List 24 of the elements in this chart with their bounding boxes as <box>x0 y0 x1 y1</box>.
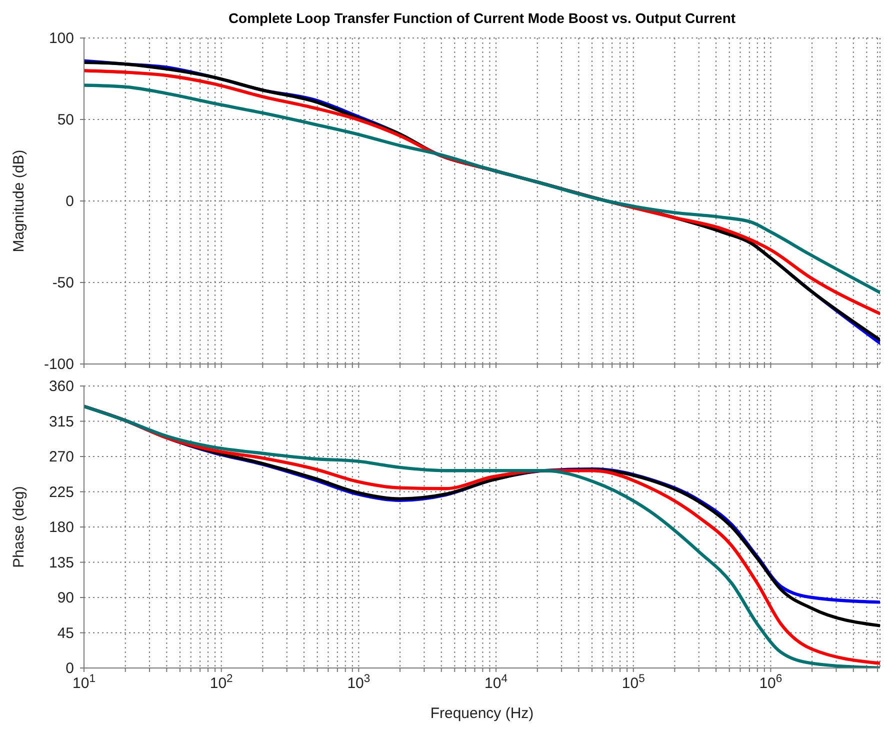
y-axis-title: Magnitude (dB) <box>10 150 28 252</box>
x-tick-label: 10$^{2}$ <box>210 673 233 692</box>
y-tick-label: -100 <box>44 356 74 373</box>
y-tick-label: 90 <box>57 590 74 606</box>
x-tick-label: 10$^{5}$ <box>622 673 645 692</box>
y-tick-label: 225 <box>48 484 74 501</box>
y-tick-label: 45 <box>57 624 74 642</box>
y-tick-label: 135 <box>48 554 74 572</box>
y-tick-label: -50 <box>52 274 74 292</box>
y-tick-label: 180 <box>48 519 74 536</box>
y-tick-label: 100 <box>48 30 74 47</box>
x-tick-label: 10$^{1}$ <box>72 673 96 692</box>
x-axis-title: Frequency (Hz) <box>430 705 534 722</box>
y-tick-label: 270 <box>48 448 74 466</box>
y-axis-title: Phase (deg) <box>10 486 28 568</box>
y-tick-label: 0 <box>66 193 74 210</box>
x-tick-label: 10$^{3}$ <box>347 673 370 692</box>
chart-title: Complete Loop Transfer Function of Current Mode Boost vs. Output Current <box>227 10 737 26</box>
x-tick-label: 10$^{4}$ <box>484 673 508 692</box>
y-tick-label: 360 <box>48 378 74 395</box>
y-tick-label: 50 <box>57 112 74 128</box>
y-tick-label: 0 <box>66 660 74 677</box>
x-tick-label: 10$^{6}$ <box>759 673 782 692</box>
y-tick-label: 315 <box>48 413 74 430</box>
